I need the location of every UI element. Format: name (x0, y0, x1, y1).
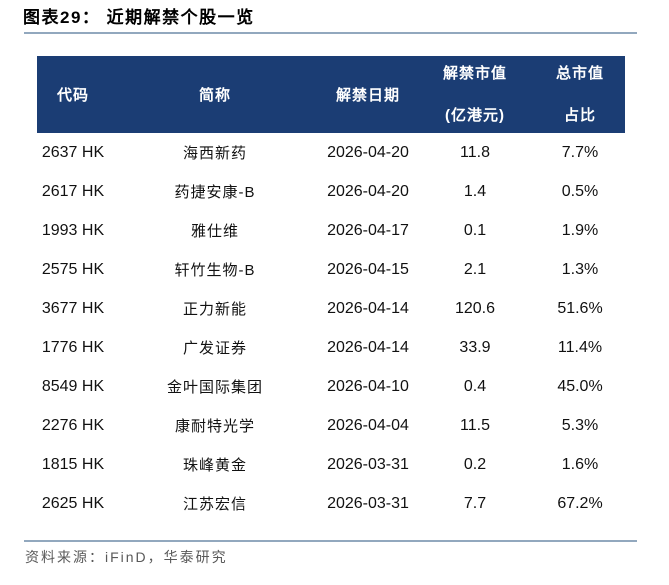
cell-unlock-date: 2026-04-14 (327, 338, 409, 356)
table-row: 2625 HK 江苏宏信 2026-03-31 7.7 67.2% (37, 484, 625, 523)
cell-total-share: 0.5% (561, 182, 599, 200)
title-divider (24, 32, 637, 34)
cell-total-share: 1.9% (561, 221, 599, 239)
table-header-row: 代码 简称 解禁日期 解禁市值 (亿港元) 总市值 占比 (37, 56, 625, 133)
cell-unlock-value: 1.4 (463, 182, 487, 200)
col-header-unlock-value-line1: 解禁市值 (442, 64, 507, 82)
col-header-unlock-value-line2: (亿港元) (445, 106, 505, 124)
col-header-name: 简称 (198, 87, 231, 104)
cell-unlock-value: 7.7 (463, 494, 487, 512)
cell-unlock-date: 2026-04-20 (327, 182, 409, 200)
cell-unlock-date: 2026-04-04 (327, 416, 409, 434)
col-header-total-share-line1: 总市值 (555, 64, 604, 82)
cell-code: 8549 HK (41, 377, 105, 395)
cell-unlock-value: 11.8 (460, 143, 490, 161)
unlock-stocks-table: 代码 简称 解禁日期 解禁市值 (亿港元) 总市值 占比 2637 HK 海西新… (37, 56, 625, 523)
table-row: 2617 HK 药捷安康-B 2026-04-20 1.4 0.5% (37, 172, 625, 211)
cell-name: 金叶国际集团 (166, 379, 263, 396)
col-header-unlock-value: 解禁市值 (亿港元) (415, 56, 535, 133)
cell-total-share: 45.0% (557, 377, 603, 395)
cell-total-share: 11.4% (557, 338, 603, 356)
cell-name: 雅仕维 (190, 223, 239, 240)
cell-unlock-date: 2026-04-20 (327, 143, 409, 161)
table-row: 1815 HK 珠峰黄金 2026-03-31 0.2 1.6% (37, 445, 625, 484)
cell-unlock-value: 0.4 (463, 377, 487, 395)
cell-total-share: 67.2% (557, 494, 603, 512)
cell-total-share: 5.3% (561, 416, 599, 434)
cell-unlock-date: 2026-04-14 (327, 299, 409, 317)
table-row: 3677 HK 正力新能 2026-04-14 120.6 51.6% (37, 289, 625, 328)
cell-code: 3677 HK (41, 299, 105, 317)
table-row: 2637 HK 海西新药 2026-04-20 11.8 7.7% (37, 133, 625, 172)
cell-code: 2617 HK (41, 182, 105, 200)
cell-code: 1993 HK (41, 221, 105, 239)
cell-name: 药捷安康-B (174, 184, 256, 201)
cell-code: 2276 HK (41, 416, 105, 434)
cell-name: 江苏宏信 (182, 496, 247, 513)
table-body: 2637 HK 海西新药 2026-04-20 11.8 7.7% 2617 H… (37, 133, 625, 523)
source-note: 资料来源：iFinD，华泰研究 (25, 549, 228, 565)
cell-code: 2637 HK (41, 143, 105, 161)
cell-name: 康耐特光学 (174, 418, 255, 435)
cell-name: 轩竹生物-B (174, 262, 256, 279)
cell-name: 珠峰黄金 (182, 457, 247, 474)
cell-code: 1776 HK (41, 338, 105, 356)
cell-name: 广发证券 (182, 340, 247, 357)
table-row: 2276 HK 康耐特光学 2026-04-04 11.5 5.3% (37, 406, 625, 445)
col-header-unlock-date: 解禁日期 (335, 87, 400, 104)
cell-name: 正力新能 (182, 301, 247, 318)
cell-unlock-date: 2026-04-10 (327, 377, 409, 395)
cell-unlock-value: 0.2 (463, 455, 487, 473)
cell-unlock-date: 2026-03-31 (327, 494, 409, 512)
source-divider (24, 540, 637, 542)
table-row: 1776 HK 广发证券 2026-04-14 33.9 11.4% (37, 328, 625, 367)
col-header-total-share: 总市值 占比 (535, 56, 625, 133)
cell-unlock-value: 120.6 (454, 299, 496, 317)
cell-unlock-value: 33.9 (459, 338, 491, 356)
cell-code: 2625 HK (41, 494, 105, 512)
figure-title: 图表29： 近期解禁个股一览 (23, 8, 255, 27)
cell-code: 2575 HK (41, 260, 105, 278)
cell-code: 1815 HK (41, 455, 105, 473)
table-row: 8549 HK 金叶国际集团 2026-04-10 0.4 45.0% (37, 367, 625, 406)
cell-unlock-value: 11.5 (460, 416, 490, 434)
cell-total-share: 1.3% (561, 260, 599, 278)
cell-total-share: 51.6% (557, 299, 603, 317)
table-row: 1993 HK 雅仕维 2026-04-17 0.1 1.9% (37, 211, 625, 250)
cell-name: 海西新药 (182, 145, 247, 162)
col-header-code: 代码 (56, 87, 89, 104)
cell-unlock-date: 2026-04-17 (327, 221, 409, 239)
cell-unlock-date: 2026-04-15 (327, 260, 409, 278)
cell-total-share: 1.6% (561, 455, 599, 473)
cell-unlock-value: 0.1 (463, 221, 487, 239)
cell-total-share: 7.7% (561, 143, 599, 161)
cell-unlock-date: 2026-03-31 (327, 455, 409, 473)
table-row: 2575 HK 轩竹生物-B 2026-04-15 2.1 1.3% (37, 250, 625, 289)
col-header-total-share-line2: 占比 (563, 106, 596, 124)
cell-unlock-value: 2.1 (463, 260, 487, 278)
